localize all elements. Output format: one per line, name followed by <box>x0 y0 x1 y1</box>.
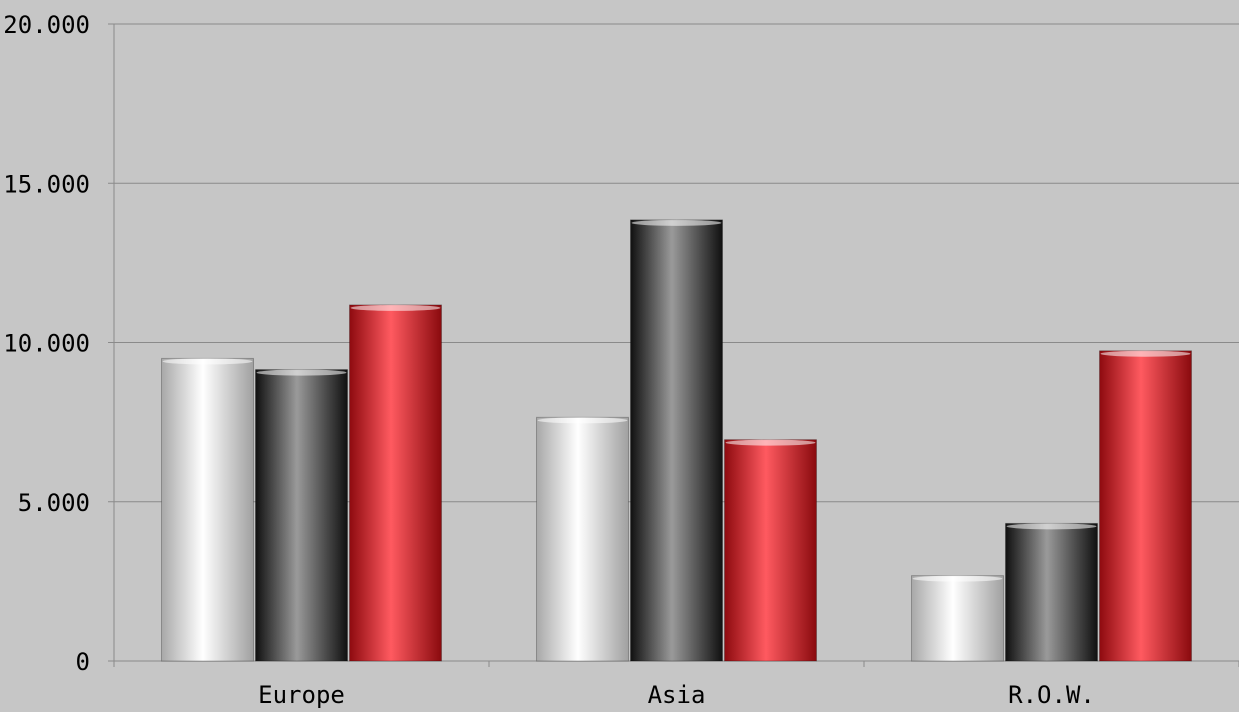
x-tick-label: R.O.W. <box>1008 681 1095 708</box>
bar-cap-highlight <box>912 575 1003 582</box>
bar-row-s2 <box>1005 522 1098 662</box>
y-tick-label: 0 <box>76 648 90 676</box>
bars <box>161 219 1192 662</box>
bar-cap-highlight <box>256 369 347 376</box>
bar-asia-s2 <box>630 219 723 662</box>
y-tick-label: 20.000 <box>3 11 90 39</box>
x-tick-label: Asia <box>648 681 706 708</box>
y-tick-label: 10.000 <box>3 330 90 358</box>
tick-labels: 0 5.000 10.000 15.000 20.000 Europe Asia R.O.W. <box>3 11 1095 709</box>
bar-europe-s2 <box>255 369 348 662</box>
bar-row-s3 <box>1099 350 1192 662</box>
bar-europe-s1 <box>161 357 254 662</box>
bar-cap-highlight <box>631 219 722 226</box>
y-tick-label: 5.000 <box>18 489 90 517</box>
bar-cap-highlight <box>537 417 628 424</box>
bar-cap-highlight <box>1100 350 1191 357</box>
bar-asia-s1 <box>536 416 629 662</box>
bar-asia-s3 <box>724 439 817 662</box>
bar-cap-highlight <box>725 439 816 446</box>
x-tick-label: Europe <box>258 681 345 708</box>
bar-cap-highlight <box>350 304 441 311</box>
bar-row-s1 <box>911 575 1004 662</box>
y-tick-label: 15.000 <box>3 170 90 198</box>
bar-europe-s3 <box>349 304 442 662</box>
bar-cap-highlight <box>1006 523 1097 530</box>
bar-cap-highlight <box>162 358 253 365</box>
